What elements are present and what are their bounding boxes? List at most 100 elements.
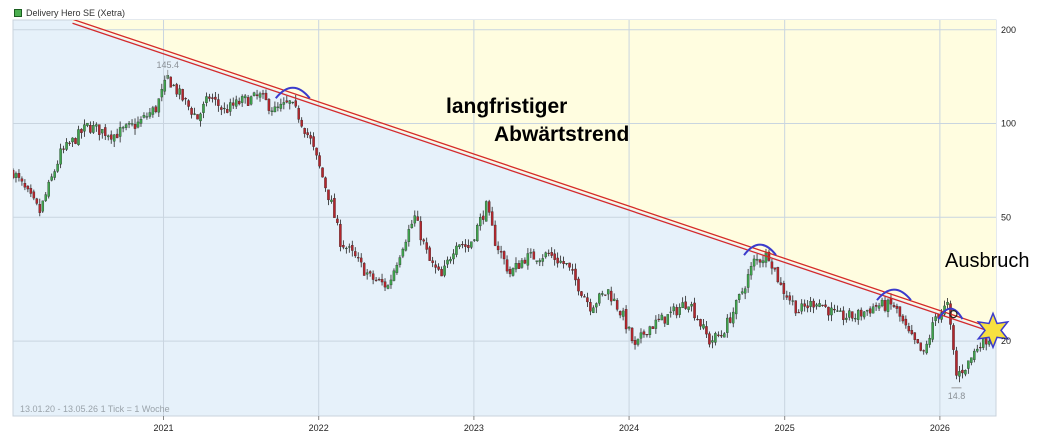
candle-down (315, 147, 318, 156)
candle-up (740, 291, 744, 294)
candle-up (130, 123, 134, 125)
candle-up (749, 265, 753, 276)
candle-down (523, 259, 527, 264)
candle-down (377, 279, 381, 281)
candle-up (877, 305, 881, 309)
candle-down (324, 177, 327, 189)
candle-up (839, 310, 842, 312)
candle-up (702, 324, 705, 329)
x-tick-label: 2024 (619, 423, 639, 433)
chart-legend: Delivery Hero SE (Xetra) (14, 8, 125, 18)
candle-up (639, 332, 643, 339)
candle-up (681, 302, 684, 309)
candle-up (178, 88, 181, 95)
candle-up (163, 79, 167, 92)
candle-down (383, 281, 387, 288)
candle-down (859, 309, 863, 317)
candle-down (675, 307, 678, 316)
candle-down (217, 99, 220, 106)
candle-up (544, 252, 547, 258)
candle-up (669, 311, 672, 313)
trend-touch-arc (743, 243, 777, 256)
candle-down (645, 334, 649, 336)
candle-up (678, 307, 681, 315)
candle-down (481, 215, 485, 220)
candle-up (41, 200, 45, 212)
candle-down (214, 96, 217, 100)
candle-down (264, 92, 268, 100)
candle-up (862, 311, 866, 318)
candle-down (604, 294, 607, 296)
candle-up (800, 303, 803, 312)
candle-down (196, 114, 199, 120)
candle-down (339, 223, 342, 247)
candle-up (484, 201, 488, 222)
candle-down (187, 100, 190, 107)
candle-down (776, 267, 780, 283)
candle-down (321, 167, 324, 178)
candle-down (226, 109, 229, 113)
candle-down (419, 221, 422, 241)
candle-down (919, 342, 922, 351)
candle-up (291, 101, 295, 104)
candle-down (812, 300, 815, 308)
candle-up (511, 268, 515, 276)
candle-down (907, 326, 911, 332)
candle-up (44, 194, 47, 201)
candle-down (499, 251, 503, 253)
candle-down (705, 326, 708, 335)
candle-down (904, 318, 908, 326)
candle-down (547, 252, 550, 254)
candle-down (133, 124, 137, 129)
candle-down (758, 259, 762, 263)
candle-up (157, 98, 161, 113)
candle-up (520, 260, 524, 268)
high-label: 145.4 (156, 60, 179, 70)
candle-up (243, 95, 247, 99)
candle-down (285, 100, 289, 103)
candle-down (505, 259, 509, 272)
candle-down (895, 305, 899, 309)
candle-down (868, 308, 872, 314)
candle-up (636, 338, 640, 345)
candle-up (755, 258, 759, 261)
candle-down (336, 218, 339, 223)
candle-down (821, 304, 824, 306)
candle-up (606, 289, 610, 295)
candle-up (752, 258, 756, 267)
candle-down (633, 340, 637, 345)
candle-up (648, 326, 652, 335)
chart-title: Delivery Hero SE (Xetra) (26, 8, 126, 18)
candle-up (931, 322, 934, 340)
legend-swatch (14, 9, 22, 17)
candle-up (854, 318, 857, 320)
breakout-marker (949, 310, 958, 319)
candle-down (26, 185, 30, 190)
candle-down (109, 134, 113, 140)
candle-up (672, 306, 675, 312)
candle-down (630, 327, 634, 342)
candle-down (851, 311, 854, 319)
candle-down (624, 309, 628, 330)
candle-down (892, 305, 896, 307)
candle-down (609, 290, 613, 302)
candle-up (258, 93, 262, 98)
candle-down (496, 245, 500, 251)
candle-down (717, 334, 720, 336)
candle-down (181, 88, 184, 101)
candle-up (59, 148, 62, 165)
candle-up (967, 360, 970, 369)
candle-down (434, 264, 437, 268)
candle-down (13, 169, 15, 179)
y-tick-label: 200 (1001, 25, 1016, 35)
candle-up (452, 253, 455, 260)
candle-down (327, 189, 330, 201)
candle-down (874, 305, 878, 307)
candle-down (80, 128, 83, 134)
candle-down (508, 269, 512, 275)
candle-down (68, 142, 71, 144)
candle-down (615, 300, 619, 310)
candle-up (240, 96, 244, 103)
